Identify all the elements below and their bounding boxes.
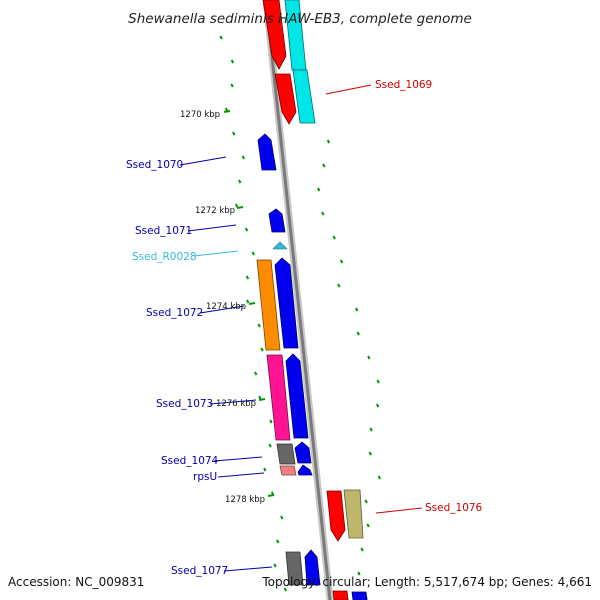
feature-red-1[interactable] <box>262 0 287 70</box>
gene-label-ssed-1074[interactable]: Ssed_1074 <box>161 455 219 467</box>
gc-dot-right <box>322 163 326 168</box>
leader-lines <box>179 84 423 572</box>
gc-dot-right <box>366 523 370 528</box>
gc-dot-left <box>245 275 250 280</box>
position-ticks: 1270 kbp 1272 kbp 1274 kbp 1276 kbp 1278… <box>180 110 275 505</box>
gc-dot-left <box>230 59 235 64</box>
gc-dot-left <box>238 179 242 184</box>
gc-dot-right <box>367 355 371 360</box>
feature-ssed-1073[interactable] <box>285 353 309 439</box>
feature-khaki-1076[interactable] <box>343 489 364 539</box>
gene-label-ssed-1073[interactable]: Ssed_1073 <box>156 398 213 410</box>
feature-ssed-1077[interactable] <box>304 549 321 586</box>
feature-ssed-r0028[interactable] <box>272 241 288 250</box>
gc-dot-right <box>356 331 360 336</box>
gene-label-rpsu[interactable]: rpsU <box>193 471 217 483</box>
gc-dot-right <box>376 379 380 384</box>
gene-label-ssed-1076[interactable]: Ssed_1076 <box>425 502 483 514</box>
gc-dot-left <box>269 419 273 424</box>
gene-label-ssed-1070[interactable]: Ssed_1070 <box>126 159 183 171</box>
gc-dot-right <box>337 283 341 288</box>
gene-label-ssed-1077[interactable]: Ssed_1077 <box>171 565 228 577</box>
gc-dot-right <box>317 187 321 192</box>
feature-rpsu[interactable] <box>297 464 313 476</box>
gc-dot-left <box>283 587 287 592</box>
feature-salmon-rpsu[interactable] <box>279 465 297 476</box>
feature-red-bottom[interactable] <box>332 590 349 600</box>
gc-dot-left <box>268 443 272 448</box>
feature-gray-1077[interactable] <box>285 551 304 586</box>
feature-ssed-1074[interactable] <box>294 441 312 464</box>
gc-dot-left <box>258 395 262 400</box>
gene-label-ssed-1071[interactable]: Ssed_1071 <box>135 225 192 237</box>
gc-dot-left <box>254 371 258 376</box>
gc-dot-right <box>377 475 382 480</box>
feature-cyan-2[interactable] <box>292 69 316 124</box>
gc-dot-right <box>339 259 344 264</box>
gc-dot-left <box>251 251 255 256</box>
gc-dot-left <box>273 563 277 568</box>
tick-label-1274: 1274 kbp <box>206 302 246 312</box>
tick-label-1278: 1278 kbp <box>225 495 265 505</box>
feature-red-1076[interactable] <box>326 490 346 542</box>
gc-dot-right <box>375 403 380 408</box>
map-title: Shewanella sediminis HAW-EB3, complete g… <box>128 11 472 27</box>
gc-dot-left <box>234 203 239 208</box>
gc-dot-left <box>219 35 223 40</box>
feature-ssed-1070[interactable] <box>257 133 277 171</box>
gc-skew-track-left <box>219 35 287 592</box>
gc-dot-left <box>241 155 246 160</box>
feature-gray-1074[interactable] <box>276 443 296 465</box>
gene-label-ssed-r0028[interactable]: Ssed_R0028 <box>132 251 197 263</box>
genome-backbone <box>262 0 334 600</box>
gc-skew-track-right <box>317 139 382 600</box>
feature-blue-bottom[interactable] <box>351 591 368 600</box>
gc-dot-right <box>360 547 364 552</box>
feature-ssed-1071[interactable] <box>268 208 286 233</box>
gc-dot-left <box>260 347 264 352</box>
gc-dot-right <box>364 499 368 504</box>
tick-label-1276: 1276 kbp <box>216 399 256 409</box>
feature-track <box>256 0 368 600</box>
gc-dot-left <box>257 323 261 328</box>
gene-label-ssed-1072[interactable]: Ssed_1072 <box>146 307 203 319</box>
feature-pink-1073[interactable] <box>266 354 291 441</box>
gc-dot-right <box>368 451 372 456</box>
topology-text: Topology: circular; Length: 5,517,674 bp… <box>261 575 592 589</box>
gc-dot-left <box>230 83 234 88</box>
gc-dot-left <box>263 467 267 472</box>
gc-dot-left <box>244 227 249 232</box>
feature-orange-1072[interactable] <box>256 259 281 351</box>
gc-dot-left <box>276 539 280 544</box>
feature-red-2[interactable] <box>274 73 297 125</box>
feature-ssed-1072[interactable] <box>274 257 299 349</box>
gc-dot-right <box>332 235 336 240</box>
gc-dot-left <box>246 299 250 304</box>
tick-label-1272: 1272 kbp <box>195 206 235 216</box>
gc-dot-left <box>232 131 236 136</box>
gc-dot-right <box>321 211 325 216</box>
gene-label-ssed-1069[interactable]: Ssed_1069 <box>375 79 432 91</box>
tick-label-1270: 1270 kbp <box>180 110 220 120</box>
gc-dot-right <box>369 427 373 432</box>
gc-dot-right <box>326 139 331 144</box>
gene-labels: Ssed_1069 Ssed_1070 Ssed_1071 Ssed_R0028… <box>126 79 483 577</box>
gc-dot-right <box>357 571 361 576</box>
gc-dot-right <box>355 307 359 312</box>
gc-dot-left <box>280 515 284 520</box>
accession-text: Accession: NC_009831 <box>8 575 144 589</box>
